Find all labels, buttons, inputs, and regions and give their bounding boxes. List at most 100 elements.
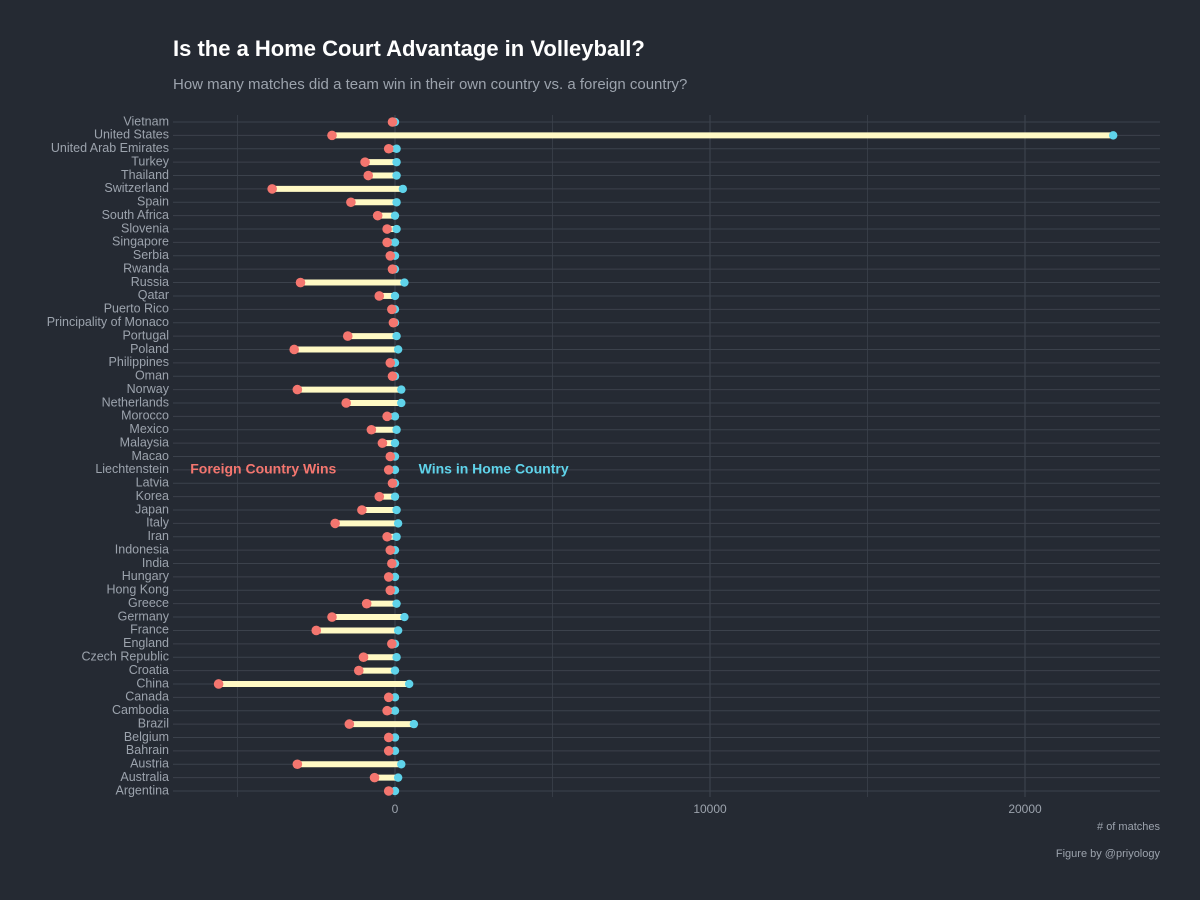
home-wins-point — [392, 198, 401, 207]
foreign-wins-point — [385, 251, 396, 261]
figure-caption: Figure by @priyology — [1055, 848, 1160, 860]
foreign-wins-point — [387, 558, 397, 569]
foreign-wins-point — [372, 210, 383, 221]
home-wins-point — [397, 398, 406, 408]
foreign-wins-point — [385, 545, 396, 555]
foreign-wins-point — [382, 705, 392, 716]
foreign-wins-point — [311, 625, 322, 636]
home-wins-point — [398, 184, 408, 194]
y-tick-label: Netherlands — [102, 395, 169, 409]
foreign-wins-point — [358, 652, 369, 662]
foreign-wins-point — [292, 384, 303, 395]
foreign-wins-point — [374, 291, 385, 301]
home-wins-point — [393, 626, 403, 635]
foreign-wins-point — [353, 665, 364, 676]
chart-subtitle: How many matches did a team win in their… — [173, 76, 688, 93]
home-wins-point — [393, 519, 403, 528]
foreign-wins-point — [357, 505, 367, 515]
y-tick-label: Serbia — [133, 248, 169, 262]
home-wins-point — [390, 492, 400, 501]
y-tick-label: Liechtenstein — [95, 462, 169, 476]
y-tick-label: Vietnam — [123, 114, 169, 128]
foreign-wins-point — [292, 759, 303, 770]
foreign-wins-point — [388, 317, 399, 328]
y-tick-label: Hungary — [122, 569, 170, 583]
foreign-wins-point — [383, 786, 394, 796]
y-tick-label: Russia — [131, 275, 169, 289]
y-tick-label: Philippines — [109, 355, 169, 369]
point-layer — [213, 117, 1118, 796]
foreign-wins-point — [387, 639, 397, 649]
foreign-wins-point — [385, 585, 396, 596]
y-tick-label: Indonesia — [115, 542, 169, 556]
y-tick-label: Korea — [136, 489, 169, 503]
y-tick-label: Qatar — [138, 288, 169, 302]
foreign-wins-point — [363, 170, 374, 181]
home-wins-point — [392, 331, 401, 341]
y-tick-label: Germany — [118, 609, 170, 623]
y-tick-label: United States — [94, 128, 169, 142]
y-tick-label: Austria — [130, 757, 169, 771]
y-tick-label: Turkey — [131, 154, 169, 168]
home-wins-point — [397, 385, 406, 394]
y-tick-label: Mexico — [129, 422, 169, 436]
home-wins-point — [390, 238, 400, 247]
foreign-wins-point — [267, 184, 277, 194]
y-tick-label: Portugal — [122, 328, 169, 342]
y-tick-label: Belgium — [124, 730, 169, 744]
home-wins-point — [392, 653, 401, 662]
foreign-wins-point — [369, 772, 380, 783]
foreign-wins-point — [383, 465, 394, 475]
y-tick-label: China — [136, 676, 169, 690]
home-wins-annotation: Wins in Home Country — [419, 461, 569, 477]
home-wins-point — [409, 719, 419, 729]
grid-layer — [173, 115, 1160, 797]
foreign-wins-point — [383, 732, 394, 743]
x-tick-label: 0 — [392, 802, 399, 816]
y-tick-label: Malaysia — [120, 435, 169, 449]
foreign-wins-annotation: Foreign Country Wins — [190, 461, 336, 477]
home-wins-point — [404, 679, 414, 689]
y-tick-label: Argentina — [115, 783, 169, 797]
foreign-wins-point — [383, 143, 394, 154]
y-tick-label: Norway — [127, 382, 170, 396]
y-tick-label: Singapore — [112, 235, 169, 249]
y-tick-label: Slovenia — [121, 221, 169, 235]
y-tick-label: India — [142, 556, 169, 570]
home-wins-point — [400, 612, 409, 622]
foreign-wins-point — [382, 224, 392, 234]
foreign-wins-point — [387, 264, 398, 274]
y-tick-label: Brazil — [138, 716, 169, 730]
home-wins-point — [1109, 131, 1118, 140]
y-tick-label: South Africa — [102, 208, 169, 222]
foreign-wins-point — [387, 371, 398, 382]
y-tick-label: Iran — [147, 529, 169, 543]
y-tick-label: England — [123, 636, 169, 650]
y-tick-label: Spain — [137, 195, 169, 209]
home-wins-point — [393, 345, 403, 354]
y-tick-label: Croatia — [129, 663, 169, 677]
y-tick-label: Italy — [146, 516, 170, 530]
home-wins-point — [392, 171, 401, 180]
y-tick-label: Rwanda — [123, 261, 169, 275]
home-wins-point — [390, 211, 400, 220]
y-tick-label: Japan — [135, 502, 169, 516]
y-tick-label: Bahrain — [126, 743, 169, 757]
y-tick-label: Morocco — [121, 409, 169, 423]
home-wins-point — [397, 760, 406, 769]
x-tick-label: 10000 — [693, 802, 727, 816]
home-wins-point — [392, 425, 401, 434]
x-axis-label: # of matches — [1097, 821, 1160, 833]
y-tick-label: Hong Kong — [106, 583, 169, 597]
home-wins-point — [393, 773, 403, 782]
home-wins-point — [390, 706, 400, 715]
home-wins-point — [400, 278, 409, 287]
foreign-wins-point — [383, 746, 394, 756]
y-tick-label: United Arab Emirates — [51, 141, 169, 155]
y-tick-label: Oman — [135, 369, 169, 383]
x-axis-ticks: 0 10000 20000 — [392, 802, 1042, 816]
home-wins-point — [392, 144, 401, 153]
y-tick-label: Switzerland — [104, 181, 169, 195]
home-wins-point — [390, 291, 400, 301]
